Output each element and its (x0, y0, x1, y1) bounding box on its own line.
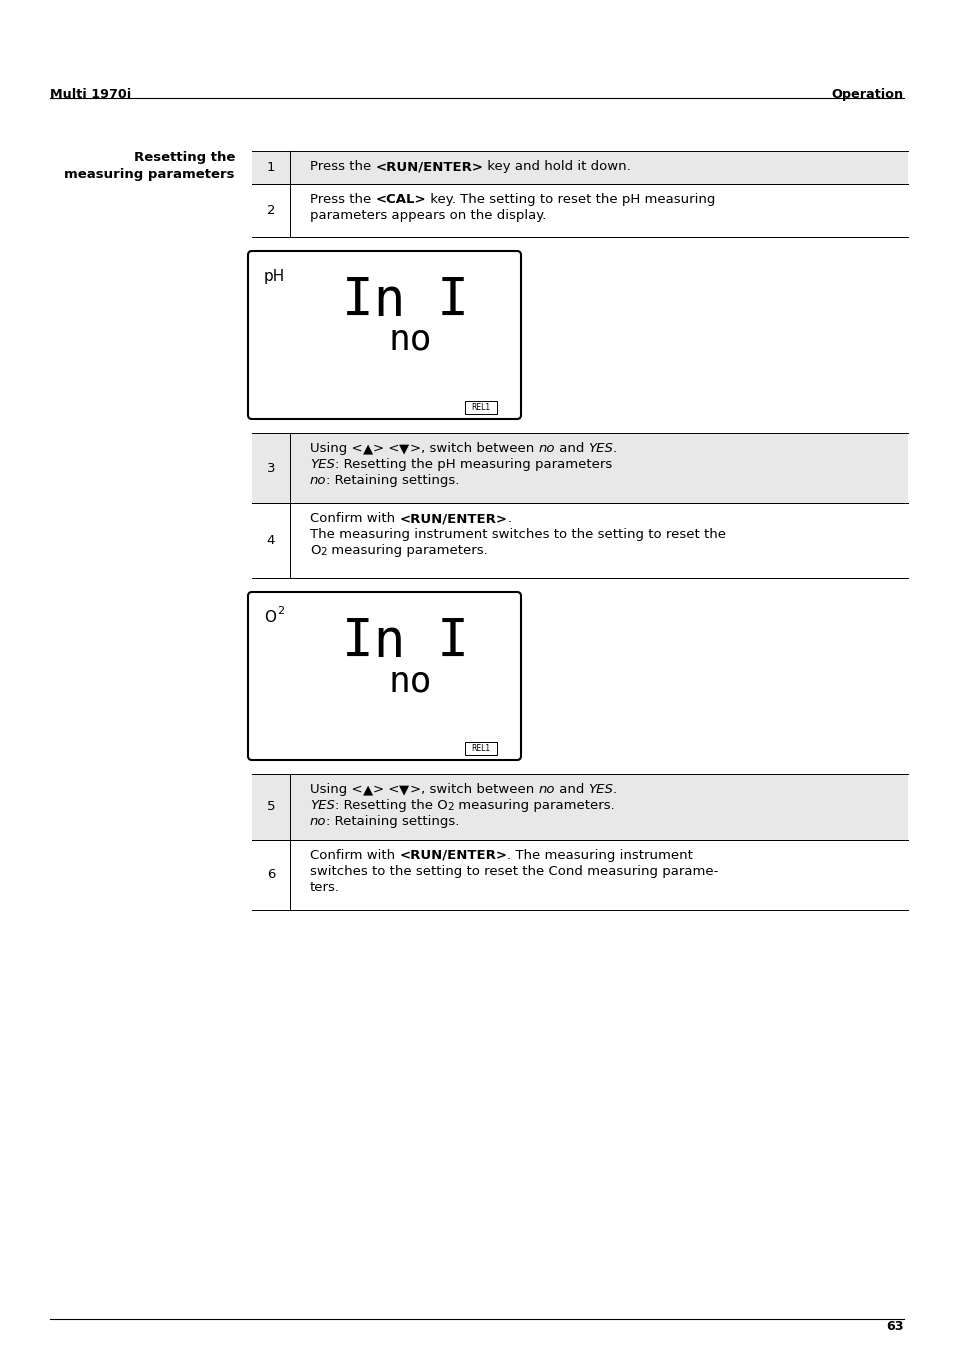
Text: Resetting the: Resetting the (133, 151, 234, 163)
Text: >, switch between: >, switch between (409, 442, 537, 455)
Text: In I: In I (342, 276, 469, 327)
Text: <RUN/ENTER>: <RUN/ENTER> (399, 848, 507, 862)
Text: The measuring instrument switches to the setting to reset the: The measuring instrument switches to the… (310, 528, 725, 540)
Bar (252, 151, 907, 184)
Text: ▲: ▲ (362, 442, 373, 455)
Text: Multi 1970i: Multi 1970i (50, 88, 132, 101)
Text: Confirm with: Confirm with (310, 848, 399, 862)
Text: no: no (310, 474, 326, 486)
Text: O: O (310, 544, 320, 557)
FancyBboxPatch shape (248, 251, 520, 419)
Text: 1: 1 (267, 161, 275, 174)
Text: pH: pH (264, 269, 285, 284)
Text: : Resetting the O: : Resetting the O (335, 798, 447, 812)
Text: key and hold it down.: key and hold it down. (483, 159, 631, 173)
Text: <RUN/ENTER>: <RUN/ENTER> (399, 512, 507, 526)
Text: <RUN/ENTER>: <RUN/ENTER> (375, 159, 483, 173)
Text: Confirm with: Confirm with (310, 512, 399, 526)
Bar (464, 742, 497, 755)
Text: <CAL>: <CAL> (375, 193, 426, 205)
Text: no: no (389, 323, 432, 357)
Text: Operation: Operation (831, 88, 903, 101)
Text: YES: YES (310, 798, 335, 812)
Text: > <: > < (373, 784, 399, 796)
Text: no: no (537, 784, 554, 796)
Text: 4: 4 (267, 534, 274, 547)
Text: switches to the setting to reset the Cond measuring parame-: switches to the setting to reset the Con… (310, 865, 718, 878)
Text: : Resetting the pH measuring parameters: : Resetting the pH measuring parameters (335, 458, 612, 471)
Text: 2: 2 (447, 802, 454, 812)
Text: O: O (264, 611, 275, 626)
Text: YES: YES (588, 784, 613, 796)
Text: .: . (613, 442, 617, 455)
Text: 2: 2 (267, 204, 275, 218)
Text: no: no (389, 663, 432, 698)
Text: In I: In I (342, 616, 469, 667)
Text: measuring parameters.: measuring parameters. (454, 798, 615, 812)
Text: measuring parameters: measuring parameters (65, 168, 234, 181)
Text: ▲: ▲ (362, 784, 373, 796)
Bar (464, 401, 497, 413)
FancyBboxPatch shape (248, 592, 520, 761)
Text: 5: 5 (267, 801, 275, 813)
Text: YES: YES (588, 442, 613, 455)
Text: : Retaining settings.: : Retaining settings. (326, 815, 459, 828)
Text: . The measuring instrument: . The measuring instrument (507, 848, 693, 862)
Text: ▼: ▼ (399, 442, 409, 455)
Text: 63: 63 (885, 1320, 903, 1333)
Bar (252, 434, 907, 503)
Text: measuring parameters.: measuring parameters. (327, 544, 487, 557)
Text: REL1: REL1 (471, 744, 490, 753)
Text: .: . (613, 784, 617, 796)
Text: > <: > < (373, 442, 399, 455)
Text: and: and (554, 442, 588, 455)
Text: no: no (537, 442, 554, 455)
Text: ▼: ▼ (399, 784, 409, 796)
Text: >, switch between: >, switch between (409, 784, 537, 796)
Text: REL1: REL1 (471, 403, 490, 412)
Text: .: . (507, 512, 511, 526)
Text: YES: YES (310, 458, 335, 471)
Text: Using <: Using < (310, 442, 362, 455)
Text: key. The setting to reset the pH measuring: key. The setting to reset the pH measuri… (426, 193, 715, 205)
Text: and: and (554, 784, 588, 796)
Text: parameters appears on the display.: parameters appears on the display. (310, 209, 546, 222)
Text: 6: 6 (267, 869, 274, 881)
Text: Using <: Using < (310, 784, 362, 796)
Bar (252, 774, 907, 840)
Text: no: no (310, 815, 326, 828)
Text: Press the: Press the (310, 193, 375, 205)
Text: 2: 2 (320, 547, 327, 557)
Text: 3: 3 (267, 462, 275, 474)
Text: ters.: ters. (310, 881, 339, 894)
Text: : Retaining settings.: : Retaining settings. (326, 474, 459, 486)
Text: Press the: Press the (310, 159, 375, 173)
Text: 2: 2 (276, 607, 284, 616)
